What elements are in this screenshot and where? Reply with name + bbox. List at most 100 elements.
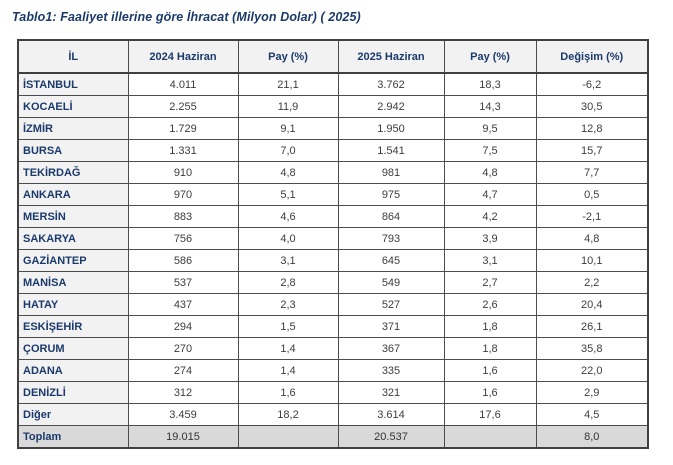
province-cell: DENİZLİ [17, 381, 129, 404]
value-cell: 367 [337, 337, 445, 360]
table-row: MERSİN 883 4,6 864 4,2 -2,1 [17, 205, 649, 228]
value-cell: 10,1 [535, 249, 649, 272]
header-row: İL 2024 Haziran Pay (%) 2025 Haziran Pay… [17, 39, 649, 74]
province-cell: TEKİRDAĞ [17, 161, 129, 184]
value-cell: 4,8 [237, 161, 339, 184]
province-cell: KOCAELİ [17, 95, 129, 118]
value-cell: 274 [127, 359, 239, 382]
value-cell: 335 [337, 359, 445, 382]
value-cell: 2,9 [535, 381, 649, 404]
value-cell: 1,4 [237, 359, 339, 382]
value-cell: 21,1 [237, 72, 339, 96]
value-cell: 7,7 [535, 161, 649, 184]
header-2025-haziran: 2025 Haziran [337, 39, 445, 74]
value-cell: 7,0 [237, 139, 339, 162]
value-cell: 3.762 [337, 72, 445, 96]
value-cell: 4.011 [127, 72, 239, 96]
value-cell: 2,8 [237, 271, 339, 294]
value-cell: 371 [337, 315, 445, 338]
value-cell: 12,8 [535, 117, 649, 140]
value-cell: 549 [337, 271, 445, 294]
value-cell: 537 [127, 271, 239, 294]
table-row: BURSA 1.331 7,0 1.541 7,5 15,7 [17, 139, 649, 162]
province-cell: ANKARA [17, 183, 129, 206]
value-cell: 4,6 [237, 205, 339, 228]
value-cell: 864 [337, 205, 445, 228]
province-cell: MANİSA [17, 271, 129, 294]
value-cell: 1.331 [127, 139, 239, 162]
value-cell [443, 425, 537, 449]
header-pay-2025: Pay (%) [443, 39, 537, 74]
value-cell: 1,8 [443, 315, 537, 338]
value-cell: 26,1 [535, 315, 649, 338]
table-row: TEKİRDAĞ 910 4,8 981 4,8 7,7 [17, 161, 649, 184]
value-cell: 30,5 [535, 95, 649, 118]
table-row: DENİZLİ 312 1,6 321 1,6 2,9 [17, 381, 649, 404]
value-cell: 3.459 [127, 403, 239, 426]
value-cell: 4,8 [443, 161, 537, 184]
value-cell: 3,1 [443, 249, 537, 272]
province-cell: MERSİN [17, 205, 129, 228]
value-cell: 2.942 [337, 95, 445, 118]
table-row: HATAY 437 2,3 527 2,6 20,4 [17, 293, 649, 316]
value-cell: 1,5 [237, 315, 339, 338]
value-cell: 586 [127, 249, 239, 272]
value-cell: 910 [127, 161, 239, 184]
value-cell: 3,1 [237, 249, 339, 272]
table-header: İL 2024 Haziran Pay (%) 2025 Haziran Pay… [17, 39, 649, 74]
value-cell: 9,5 [443, 117, 537, 140]
value-cell: 20.537 [337, 425, 445, 449]
province-cell: Diğer [17, 403, 129, 426]
value-cell: 2,3 [237, 293, 339, 316]
value-cell: 1,8 [443, 337, 537, 360]
table-caption: Tablo1: Faaliyet illerine göre İhracat (… [12, 10, 361, 24]
value-cell: 437 [127, 293, 239, 316]
table-row: ESKİŞEHİR 294 1,5 371 1,8 26,1 [17, 315, 649, 338]
value-cell: 970 [127, 183, 239, 206]
value-cell: 3.614 [337, 403, 445, 426]
value-cell: 18,3 [443, 72, 537, 96]
header-2024-haziran: 2024 Haziran [127, 39, 239, 74]
value-cell: 4,0 [237, 227, 339, 250]
value-cell: 14,3 [443, 95, 537, 118]
province-cell: Toplam [17, 425, 129, 449]
value-cell: 756 [127, 227, 239, 250]
province-cell: HATAY [17, 293, 129, 316]
value-cell: 0,5 [535, 183, 649, 206]
value-cell: 270 [127, 337, 239, 360]
value-cell: 11,9 [237, 95, 339, 118]
value-cell: 3,9 [443, 227, 537, 250]
value-cell: 4,7 [443, 183, 537, 206]
value-cell: 17,6 [443, 403, 537, 426]
value-cell: 20,4 [535, 293, 649, 316]
value-cell: 1.729 [127, 117, 239, 140]
value-cell: 883 [127, 205, 239, 228]
value-cell: 1,6 [237, 381, 339, 404]
value-cell: 15,7 [535, 139, 649, 162]
province-cell: ÇORUM [17, 337, 129, 360]
value-cell: 22,0 [535, 359, 649, 382]
value-cell: 1.950 [337, 117, 445, 140]
value-cell: 2,7 [443, 271, 537, 294]
value-cell: 294 [127, 315, 239, 338]
total-row: Toplam 19.015 20.537 8,0 [17, 425, 649, 449]
value-cell: 7,5 [443, 139, 537, 162]
table-row: KOCAELİ 2.255 11,9 2.942 14,3 30,5 [17, 95, 649, 118]
value-cell: 4,8 [535, 227, 649, 250]
value-cell: 2.255 [127, 95, 239, 118]
header-il: İL [17, 39, 129, 74]
province-cell: ESKİŞEHİR [17, 315, 129, 338]
province-cell: GAZİANTEP [17, 249, 129, 272]
value-cell [237, 425, 339, 449]
value-cell: 1,4 [237, 337, 339, 360]
value-cell: 19.015 [127, 425, 239, 449]
province-cell: SAKARYA [17, 227, 129, 250]
table-row: Diğer 3.459 18,2 3.614 17,6 4,5 [17, 403, 649, 426]
value-cell: 9,1 [237, 117, 339, 140]
value-cell: 18,2 [237, 403, 339, 426]
value-cell: 321 [337, 381, 445, 404]
province-cell: BURSA [17, 139, 129, 162]
value-cell: 4,5 [535, 403, 649, 426]
value-cell: 645 [337, 249, 445, 272]
